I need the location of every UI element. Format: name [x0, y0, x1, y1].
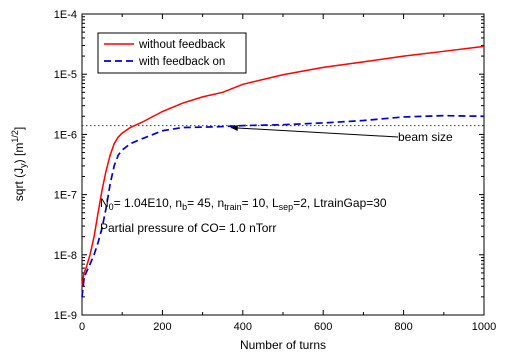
y-tick-label: 1E-8	[54, 250, 77, 262]
x-tick-label: 800	[394, 321, 412, 333]
legend-label-with-feedback: with feedback on	[138, 56, 225, 68]
simulation-parameters-label: N0= 1.04E10, nb= 45, ntrain= 10, Lsep=2,…	[100, 196, 387, 212]
legend: without feedback with feedback on	[97, 32, 247, 74]
y-tick-label: 1E-5	[54, 69, 77, 81]
beam-size-label: beam size	[398, 130, 453, 144]
series-without-feedback-line	[81, 45, 485, 287]
series-with-feedback-line	[81, 114, 485, 297]
x-tick-label: 0	[79, 321, 85, 333]
y-tick-label: 1E-9	[54, 310, 77, 322]
x-tick-label: 600	[314, 321, 332, 333]
x-tick-label: 200	[153, 321, 171, 333]
y-axis-label: sqrt (Jy) [m1/2]	[10, 127, 28, 201]
x-tick-label: 400	[234, 321, 252, 333]
beam-size-arrowhead	[230, 125, 238, 131]
y-axis: 1E-9 1E-8 1E-7 1E-6 1E-5 1E-4	[54, 9, 484, 322]
partial-pressure-label: Partial pressure of CO= 1.0 nTorr	[100, 221, 276, 235]
y-tick-label: 1E-4	[54, 9, 77, 21]
x-axis-label: Number of turns	[240, 338, 326, 352]
x-tick-label: 1000	[472, 321, 496, 333]
y-tick-label: 1E-6	[54, 129, 77, 141]
legend-label-without-feedback: without feedback	[138, 39, 226, 51]
y-tick-label: 1E-7	[54, 190, 77, 202]
beam-size-arrow	[230, 127, 399, 138]
legend-box	[97, 32, 247, 74]
